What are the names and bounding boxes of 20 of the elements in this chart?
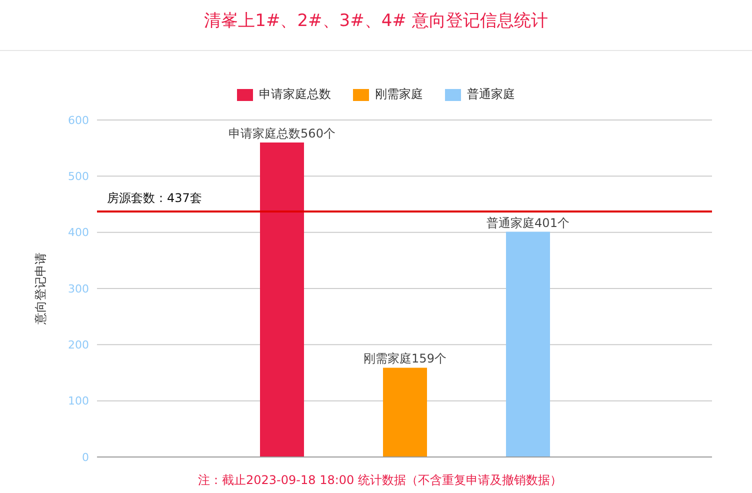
text: 注：截止2023-09-18 18:00 统计数据（不含重复申请及撤销数据） <box>197 472 563 489</box>
y-axis-title: 意向登记申请 <box>33 252 48 326</box>
data-label: 普通家庭401个 <box>486 216 570 230</box>
y-tick-label: 300 <box>68 282 89 296</box>
data-label: 刚需家庭159个 <box>364 352 446 366</box>
legend-label: 申请家庭总数 <box>259 86 331 103</box>
y-tick-label: 0 <box>82 450 89 464</box>
legend-label: 刚需家庭 <box>375 86 423 103</box>
bar <box>506 232 550 457</box>
data-label: 申请家庭总数560个 <box>228 126 336 140</box>
y-tick-label: 200 <box>68 338 89 352</box>
bar <box>260 142 304 457</box>
bar <box>383 368 427 457</box>
ref-line-label: 房源套数：437套 <box>107 191 202 206</box>
y-tick-label: 500 <box>68 170 89 184</box>
y-tick-label: 400 <box>68 226 89 240</box>
legend-label: 普通家庭 <box>467 86 515 103</box>
y-tick-label: 600 <box>68 114 89 127</box>
y-tick-label: 100 <box>68 394 89 408</box>
chart-title: 清峯上1#、2#、3#、4# 意向登记信息统计 <box>203 10 549 32</box>
